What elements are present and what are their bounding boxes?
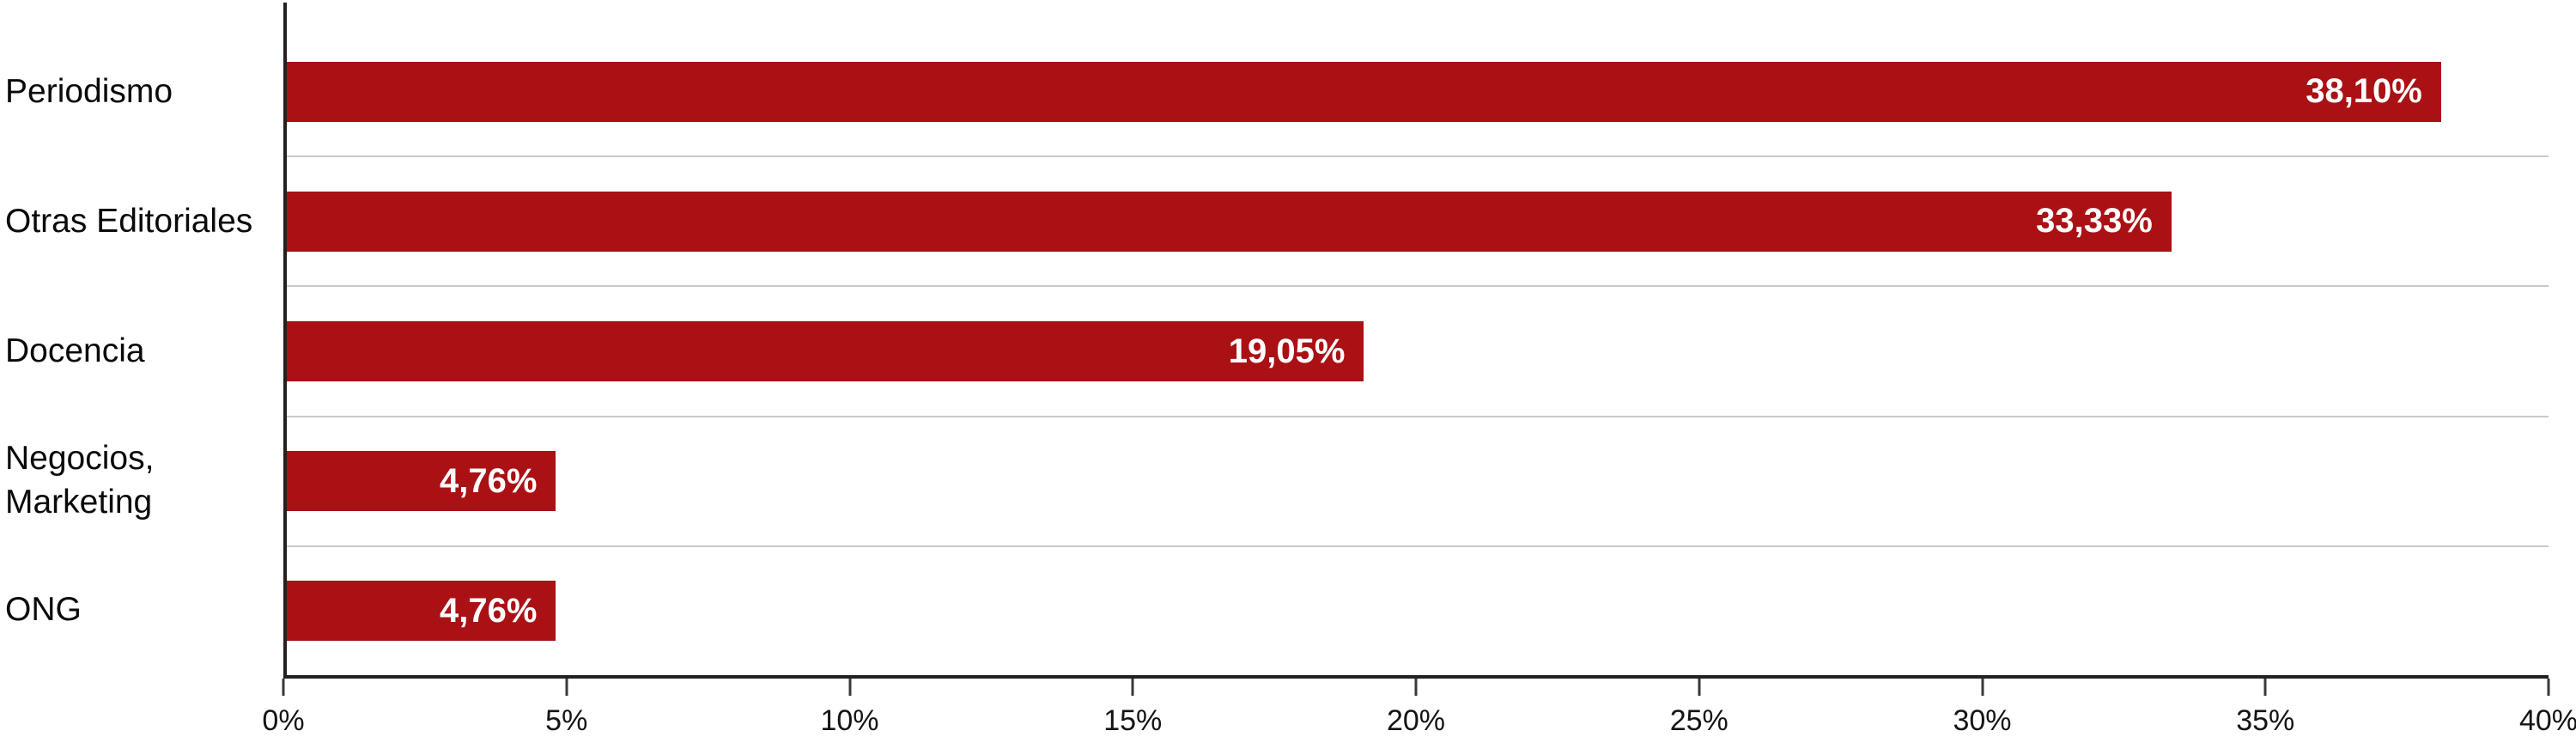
category-labels: Periodismo Otras Editoriales Docencia Negoc… (0, 3, 283, 679)
bar-value-label: 38,10% (2306, 72, 2422, 111)
bar: 33,33% (287, 191, 2172, 252)
x-axis-tick-mark (848, 679, 851, 696)
x-axis-tick-mark (282, 679, 285, 696)
bar-value-label: 4,76% (440, 461, 538, 500)
x-axis-tick-mark (2547, 679, 2550, 696)
x-axis-tick-label: 20% (1386, 704, 1446, 737)
x-axis-tick-mark (1981, 679, 1984, 696)
category-label: Otras Editoriales (5, 202, 253, 240)
x-axis-tick-label: 15% (1103, 704, 1163, 737)
category-label: Docencia (5, 332, 145, 369)
chart-row: 38,10% (287, 27, 2549, 155)
x-axis-tick-mark (565, 679, 568, 696)
category-label: Negocios, Marketing (5, 440, 155, 521)
category-label-row: Docencia (5, 287, 273, 417)
bar: 4,76% (287, 451, 556, 512)
plot-area: 38,10% 33,33% 19,05% 4,76% 4,76% (283, 3, 2549, 679)
x-axis: 0% 5% 10% 15% 20% 25% 30% 35% 40% (262, 679, 2576, 743)
bar-value-label: 19,05% (1228, 332, 1346, 370)
category-label-row: Periodismo (5, 27, 273, 157)
bar: 38,10% (287, 61, 2441, 122)
category-label: Periodismo (5, 73, 173, 111)
category-label-row: ONG (5, 545, 273, 675)
x-axis-tick-mark (1414, 679, 1418, 696)
chart-row: 4,76% (287, 415, 2549, 545)
plot-region: Periodismo Otras Editoriales Docencia Negoc… (0, 3, 2576, 679)
x-axis-tick-mark (1698, 679, 1701, 696)
x-axis-tick-label: 25% (1669, 704, 1728, 737)
x-axis-tick-label: 10% (820, 704, 879, 737)
bar-value-label: 33,33% (2036, 202, 2153, 241)
x-axis-tick-label: 0% (262, 704, 305, 737)
bar: 4,76% (287, 581, 556, 642)
x-axis-tick-label: 40% (2518, 704, 2576, 737)
category-label: ONG (5, 591, 82, 629)
bar: 19,05% (287, 321, 1364, 381)
x-axis-tick-mark (1131, 679, 1134, 696)
x-axis-tick-label: 35% (2236, 704, 2295, 737)
x-axis-tick-mark (2263, 679, 2267, 696)
x-axis-tick-label: 5% (545, 704, 588, 737)
bar-value-label: 4,76% (440, 591, 538, 630)
chart-row: 4,76% (287, 545, 2549, 675)
x-axis-tick-label: 30% (1953, 704, 2012, 737)
category-label-row: Otras Editoriales (5, 157, 273, 287)
category-label-row: Negocios, Marketing (5, 416, 273, 545)
chart-row: 33,33% (287, 155, 2549, 285)
chart-row: 19,05% (287, 285, 2549, 415)
